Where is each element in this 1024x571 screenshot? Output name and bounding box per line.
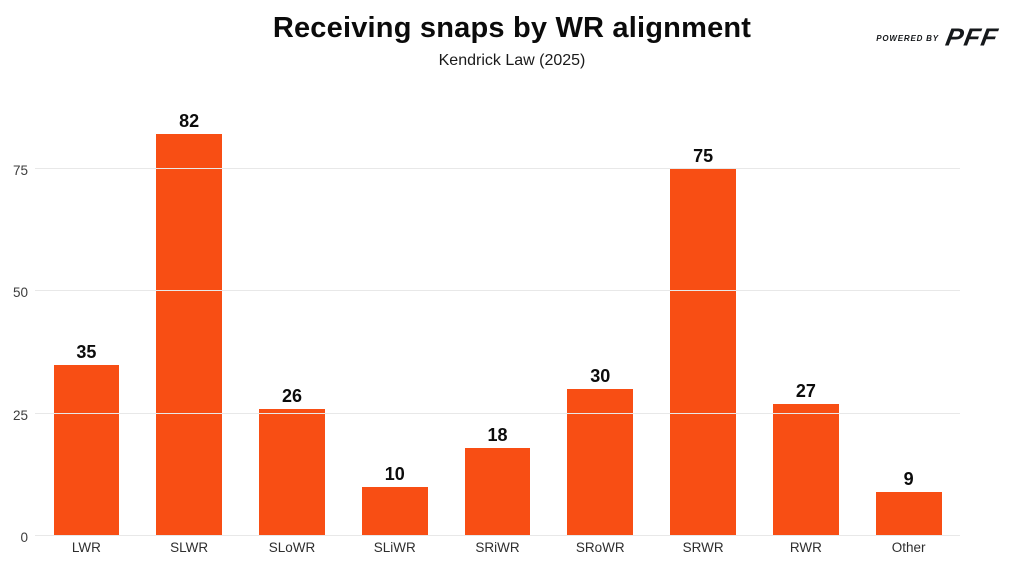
bar bbox=[670, 168, 736, 536]
bar-column: 26 bbox=[241, 100, 344, 536]
bar bbox=[464, 447, 531, 536]
bar bbox=[361, 487, 428, 536]
bar-value-label: 26 bbox=[281, 385, 302, 406]
x-tick-label: LWR bbox=[71, 540, 101, 555]
bar-series: 35 82 26 10 18 30 75 27 9 bbox=[35, 100, 960, 536]
plot-area: 35 82 26 10 18 30 75 27 9 bbox=[35, 100, 960, 536]
y-tick-label: 75 bbox=[12, 162, 28, 178]
bar-column: 75 bbox=[652, 100, 755, 536]
grid-line bbox=[35, 412, 960, 414]
y-tick-label: 0 bbox=[20, 530, 28, 545]
x-tick-label: RWR bbox=[789, 540, 822, 555]
bar-value-label: 30 bbox=[590, 366, 611, 387]
x-tick-label: SLoWR bbox=[268, 540, 316, 555]
bar bbox=[875, 491, 942, 536]
bar-column: 30 bbox=[549, 100, 652, 536]
bar-value-label: 18 bbox=[487, 424, 508, 445]
y-tick-label: 50 bbox=[12, 285, 28, 301]
bar bbox=[772, 403, 839, 536]
x-tick-label: SLWR bbox=[170, 540, 209, 555]
bar bbox=[259, 408, 325, 536]
bar-value-label: 35 bbox=[76, 341, 97, 362]
bar-value-label: 10 bbox=[384, 464, 405, 485]
grid-line bbox=[35, 167, 960, 169]
bar-column: 35 bbox=[35, 100, 138, 536]
y-axis: 0 25 50 75 bbox=[0, 100, 30, 545]
bar-value-label: 75 bbox=[693, 145, 714, 166]
y-tick-label: 25 bbox=[12, 407, 28, 423]
chart-subtitle: Kendrick Law (2025) bbox=[438, 52, 586, 69]
x-tick-label: Other bbox=[891, 540, 926, 555]
bar-column: 18 bbox=[446, 100, 549, 536]
bar-value-label: 27 bbox=[795, 380, 816, 401]
bar-column: 27 bbox=[754, 100, 857, 536]
pff-brand-logo: POWERED BY PFF bbox=[876, 23, 1000, 52]
bar-column: 82 bbox=[138, 100, 241, 536]
bar-value-label: 82 bbox=[179, 111, 200, 132]
bar bbox=[53, 364, 120, 536]
grid-line bbox=[35, 290, 960, 292]
x-tick-label: SLiWR bbox=[373, 540, 416, 555]
x-tick-label: SRoWR bbox=[575, 540, 625, 555]
x-tick-label: SRWR bbox=[682, 540, 724, 555]
powered-by-label: POWERED BY bbox=[876, 33, 939, 43]
chart-title: Receiving snaps by WR alignment bbox=[272, 12, 752, 44]
x-axis: LWR SLWR SLoWR SLiWR SRiWR SRoWR SRWR RWR Other bbox=[35, 540, 960, 555]
bar bbox=[156, 134, 223, 536]
bar bbox=[567, 389, 634, 536]
bar-column: 10 bbox=[343, 100, 446, 536]
bar-value-label: 9 bbox=[903, 468, 914, 489]
grid-line bbox=[35, 535, 960, 536]
x-tick-label: SRiWR bbox=[475, 540, 520, 555]
bar-column: 9 bbox=[857, 100, 960, 536]
